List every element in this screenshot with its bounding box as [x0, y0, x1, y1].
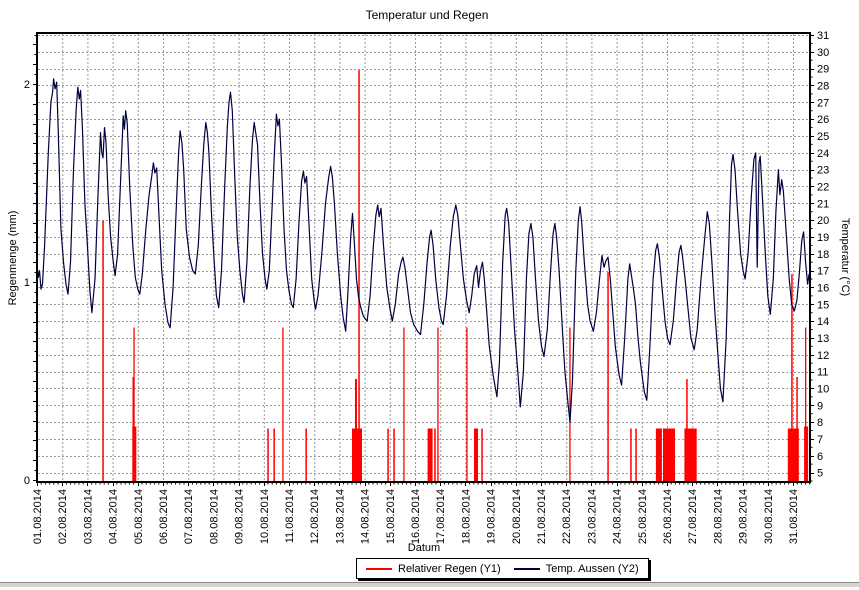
- svg-text:11: 11: [817, 367, 828, 379]
- svg-text:20.08.2014: 20.08.2014: [511, 489, 523, 544]
- svg-text:24: 24: [817, 148, 829, 160]
- svg-text:16.08.2014: 16.08.2014: [410, 489, 422, 544]
- rain-line-sample: [366, 567, 392, 570]
- svg-text:1: 1: [24, 277, 30, 289]
- svg-text:08.08.2014: 08.08.2014: [208, 489, 220, 544]
- svg-text:10: 10: [817, 383, 829, 395]
- svg-text:26: 26: [817, 114, 829, 126]
- plot-frame: [36, 32, 811, 483]
- y2-axis-title: Temperatur (°C): [839, 217, 851, 297]
- y1-axis-title: Regenmenge (mm): [7, 210, 19, 306]
- svg-text:11.08.2014: 11.08.2014: [284, 489, 296, 543]
- svg-text:05.08.2014: 05.08.2014: [133, 489, 145, 544]
- svg-text:8: 8: [817, 417, 823, 429]
- rain-bars: [102, 70, 809, 481]
- svg-text:17: 17: [817, 266, 829, 278]
- svg-text:21.08.2014: 21.08.2014: [536, 489, 548, 544]
- svg-text:25.08.2014: 25.08.2014: [637, 489, 649, 544]
- svg-text:9: 9: [817, 400, 823, 412]
- svg-text:28.08.2014: 28.08.2014: [712, 489, 724, 544]
- temp-line-sample: [513, 567, 540, 570]
- x-axis-title: Datum: [407, 542, 441, 554]
- svg-text:6: 6: [817, 451, 823, 463]
- svg-text:27: 27: [817, 97, 829, 109]
- svg-text:02.08.2014: 02.08.2014: [57, 489, 69, 544]
- legend-label-temp: Temp. Aussen (Y2): [545, 562, 639, 575]
- svg-text:22: 22: [817, 181, 829, 193]
- svg-text:20: 20: [817, 215, 829, 227]
- svg-text:30: 30: [817, 47, 829, 59]
- svg-text:16: 16: [817, 282, 829, 294]
- svg-text:15: 15: [817, 299, 829, 311]
- svg-text:12.08.2014: 12.08.2014: [309, 489, 321, 544]
- svg-text:7: 7: [817, 434, 823, 446]
- window-bottom-border: [0, 582, 859, 587]
- svg-text:29.08.2014: 29.08.2014: [738, 489, 750, 544]
- axis-ticks: [33, 35, 814, 486]
- svg-text:13: 13: [817, 333, 829, 345]
- svg-text:10.08.2014: 10.08.2014: [259, 489, 271, 544]
- svg-text:27.08.2014: 27.08.2014: [687, 489, 699, 544]
- svg-text:26.08.2014: 26.08.2014: [662, 489, 674, 544]
- svg-text:03.08.2014: 03.08.2014: [82, 489, 94, 544]
- svg-text:23: 23: [817, 165, 829, 177]
- svg-text:01.08.2014: 01.08.2014: [32, 489, 44, 544]
- svg-text:15.08.2014: 15.08.2014: [385, 489, 397, 544]
- svg-text:13.08.2014: 13.08.2014: [334, 489, 346, 544]
- svg-text:25: 25: [817, 131, 829, 143]
- temperature-line: [36, 78, 810, 423]
- svg-text:21: 21: [817, 198, 829, 210]
- legend-label-rain: Relativer Regen (Y1): [398, 562, 501, 575]
- svg-text:04.08.2014: 04.08.2014: [108, 489, 120, 544]
- svg-text:22.08.2014: 22.08.2014: [561, 489, 573, 544]
- svg-text:18: 18: [817, 249, 829, 261]
- svg-text:14: 14: [817, 316, 829, 328]
- svg-text:19.08.2014: 19.08.2014: [486, 489, 498, 544]
- svg-text:28: 28: [817, 80, 829, 92]
- svg-text:29: 29: [817, 64, 829, 76]
- chart-title: Temperatur und Regen: [365, 8, 489, 22]
- svg-text:17.08.2014: 17.08.2014: [435, 489, 447, 544]
- svg-text:09.08.2014: 09.08.2014: [234, 489, 246, 544]
- svg-text:0: 0: [24, 475, 30, 487]
- svg-text:30.08.2014: 30.08.2014: [763, 489, 775, 544]
- svg-text:07.08.2014: 07.08.2014: [183, 489, 195, 544]
- gridlines: [38, 34, 809, 481]
- legend-item-temp: Temp. Aussen (Y2): [513, 562, 639, 575]
- axis-tick-labels: 01.08.2014 02.08.2014 03.08.2014 04.08.2014…: [24, 30, 829, 544]
- legend-item-rain: Relativer Regen (Y1): [366, 563, 501, 575]
- svg-text:5: 5: [817, 468, 823, 480]
- svg-text:23.08.2014: 23.08.2014: [586, 489, 598, 544]
- svg-text:31.08.2014: 31.08.2014: [788, 489, 800, 544]
- legend: Relativer Regen (Y1) Temp. Aussen (Y2): [356, 558, 649, 579]
- svg-text:24.08.2014: 24.08.2014: [612, 489, 624, 544]
- svg-text:12: 12: [817, 350, 829, 362]
- svg-text:14.08.2014: 14.08.2014: [360, 489, 372, 544]
- svg-text:19: 19: [817, 232, 829, 244]
- svg-text:2: 2: [24, 79, 30, 91]
- svg-text:31: 31: [817, 30, 829, 42]
- svg-text:06.08.2014: 06.08.2014: [158, 489, 170, 544]
- svg-text:18.08.2014: 18.08.2014: [460, 489, 472, 544]
